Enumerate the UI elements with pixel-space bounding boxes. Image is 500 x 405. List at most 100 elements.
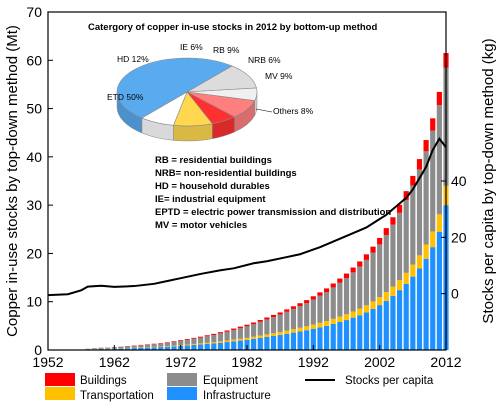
bar-equipment-1983 — [251, 324, 257, 337]
inset: Catergory of copper in-use stocks in 201… — [88, 22, 391, 231]
bar-transportation-2011 — [436, 214, 442, 232]
bar-infrastructure-2010 — [430, 247, 436, 350]
bar-infrastructure-2004 — [390, 295, 396, 350]
bar-buildings-1981 — [237, 326, 243, 329]
legend-swatch-buildings — [45, 373, 75, 386]
pie-slice-others — [141, 91, 188, 126]
bar-equipment-2002 — [377, 244, 383, 298]
bar-equipment-1974 — [191, 338, 197, 344]
bar-equipment-1992 — [310, 299, 316, 325]
pie-side-mv — [173, 123, 213, 142]
bar-buildings-1969 — [158, 343, 164, 344]
bar-equipment-1960 — [98, 347, 104, 349]
legend-label-equipment: Equipment — [203, 375, 259, 387]
bar-buildings-1974 — [191, 337, 197, 339]
bar-buildings-1985 — [264, 317, 270, 320]
bar-equipment-2007 — [410, 185, 416, 265]
bar-transportation-1991 — [304, 326, 310, 331]
bar-buildings-1972 — [178, 340, 184, 341]
bar-equipment-2003 — [383, 235, 389, 293]
bar-infrastructure-2001 — [370, 308, 376, 350]
bar-buildings-2006 — [403, 191, 409, 200]
bar-transportation-1995 — [330, 318, 336, 324]
bar-transportation-2009 — [423, 244, 429, 259]
bar-equipment-1973 — [184, 339, 190, 345]
bar-equipment-2011 — [436, 105, 442, 215]
bar-buildings-2007 — [410, 175, 416, 186]
bar-transportation-2002 — [377, 297, 383, 306]
bar-infrastructure-1982 — [244, 339, 250, 350]
bar-transportation-1987 — [277, 332, 283, 336]
bar-buildings-1971 — [171, 341, 177, 342]
bar-equipment-1985 — [264, 319, 270, 335]
bar-transportation-1996 — [337, 316, 343, 322]
bar-buildings-2005 — [396, 204, 403, 213]
bar-buildings-2002 — [377, 237, 383, 245]
bar-transportation-1997 — [343, 314, 350, 321]
bar-equipment-1961 — [105, 347, 111, 349]
bar-transportation-1979 — [224, 340, 230, 343]
others-leader-line — [255, 108, 273, 113]
bar-infrastructure-1967 — [144, 347, 151, 350]
bar-infrastructure-2006 — [403, 283, 409, 350]
bar-equipment-1996 — [337, 282, 343, 317]
bar-infrastructure-1989 — [290, 332, 297, 350]
bar-infrastructure-2000 — [363, 312, 369, 350]
bar-infrastructure-1973 — [184, 345, 190, 350]
bar-buildings-1978 — [217, 332, 224, 334]
bar-equipment-1993 — [317, 295, 323, 323]
bar-infrastructure-1981 — [237, 340, 243, 350]
bar-equipment-1967 — [144, 344, 151, 348]
bar-transportation-1998 — [350, 311, 356, 318]
bar-infrastructure-1979 — [224, 342, 230, 350]
bar-infrastructure-1990 — [297, 331, 303, 350]
bar-equipment-1968 — [151, 344, 157, 347]
bar-equipment-1978 — [217, 333, 224, 342]
bar-buildings-1993 — [317, 292, 323, 296]
left-tick-label-30: 30 — [26, 197, 42, 213]
bar-transportation-2000 — [363, 305, 369, 313]
bar-buildings-1980 — [231, 328, 237, 330]
bar-transportation-2003 — [383, 292, 389, 301]
bar-buildings-1970 — [164, 342, 170, 343]
pie-label-nrb: NRB 6% — [248, 55, 281, 65]
right-tick-label-20: 20 — [451, 229, 467, 245]
bar-infrastructure-1995 — [330, 323, 336, 350]
pie-label-rb: RB 9% — [213, 45, 240, 55]
left-tick-label-0: 0 — [34, 342, 42, 358]
bar-transportation-1977 — [211, 342, 217, 344]
bar-transportation-1993 — [317, 322, 323, 328]
abbr-mv: MV = motor vehicles — [155, 220, 247, 231]
legend-label-transportation: Transportation — [80, 390, 154, 402]
bar-equipment-1959 — [91, 348, 98, 350]
bar-infrastructure-1987 — [277, 335, 283, 350]
bar-buildings-1995 — [330, 283, 336, 288]
bar-equipment-2005 — [396, 212, 403, 280]
bar-buildings-1992 — [310, 296, 316, 300]
bar-buildings-1988 — [284, 309, 290, 312]
bar-buildings-1984 — [257, 319, 263, 322]
bar-transportation-2004 — [390, 286, 396, 296]
bar-transportation-1980 — [231, 339, 237, 342]
left-tick-label-10: 10 — [26, 294, 42, 310]
bar-equipment-1988 — [284, 311, 290, 331]
bar-buildings-1996 — [337, 278, 343, 283]
bar-transportation-1971 — [171, 345, 177, 347]
bar-infrastructure-1996 — [337, 321, 343, 350]
bar-equipment-1964 — [125, 346, 131, 349]
right-tick-label-0: 0 — [451, 286, 459, 302]
bar-equipment-1971 — [171, 341, 177, 346]
bar-buildings-2004 — [390, 217, 396, 225]
bar-equipment-2008 — [416, 169, 423, 256]
bar-transportation-1982 — [244, 337, 250, 340]
bar-infrastructure-1969 — [158, 347, 164, 350]
bar-equipment-1976 — [204, 336, 210, 343]
bar-equipment-1997 — [343, 278, 350, 315]
bar-buildings-2009 — [423, 140, 429, 152]
bar-transportation-2010 — [430, 231, 436, 248]
bar-transportation-1976 — [204, 342, 210, 344]
bar-infrastructure-1974 — [191, 344, 197, 350]
bar-equipment-1977 — [211, 334, 217, 343]
x-tick-label-1972: 1972 — [165, 354, 196, 370]
